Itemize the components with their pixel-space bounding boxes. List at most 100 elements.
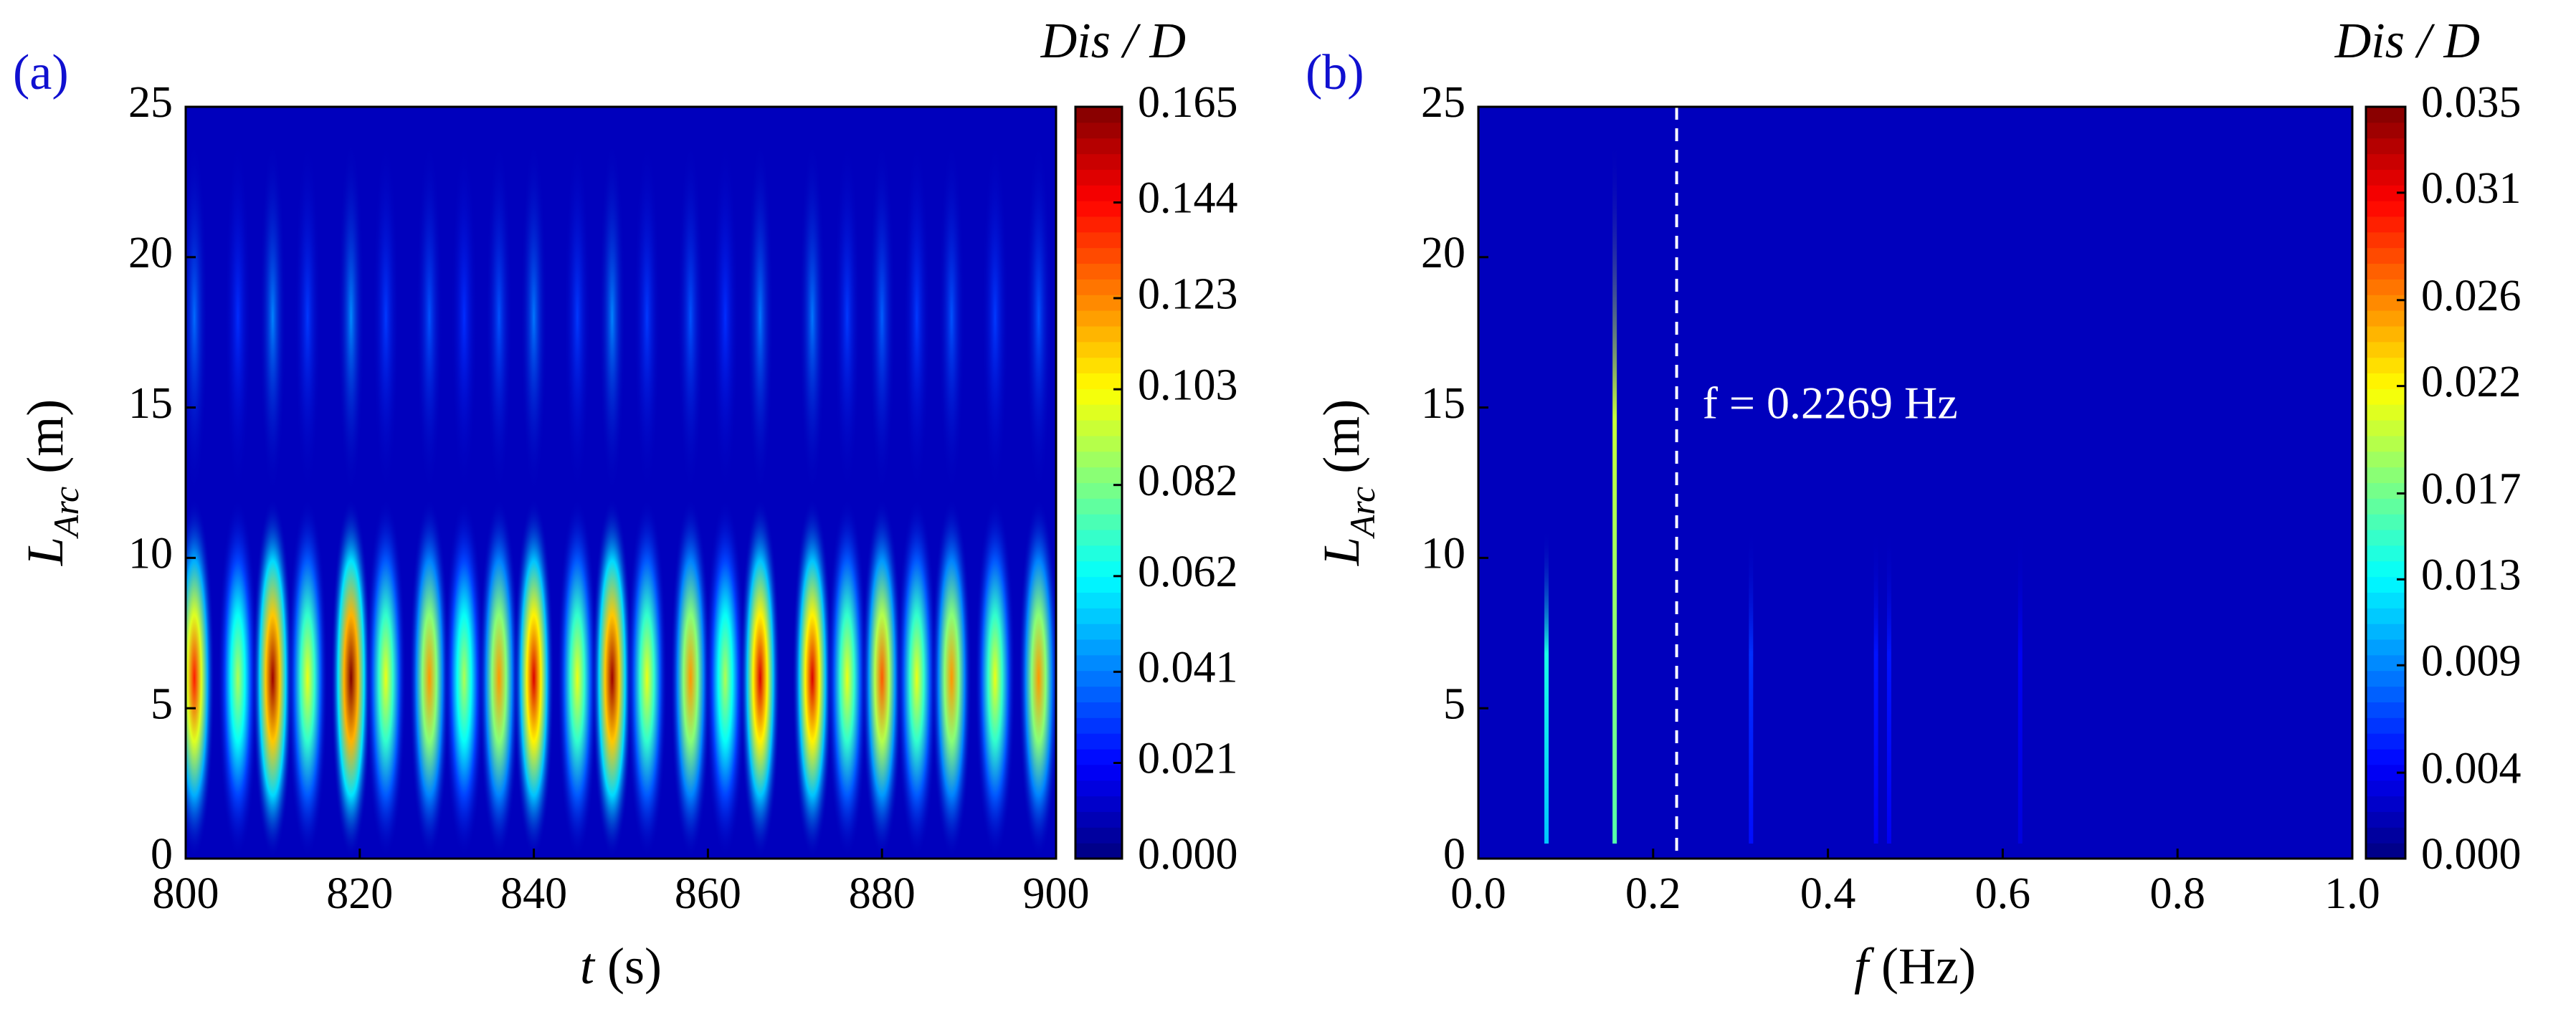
colorbar-step xyxy=(1075,357,1122,374)
x-tick-label: 1.0 xyxy=(2324,869,2380,918)
streak xyxy=(513,497,554,859)
streak xyxy=(331,497,371,859)
colorbar-step xyxy=(1075,122,1122,139)
colorbar-step xyxy=(1075,404,1122,421)
streak-upper xyxy=(834,136,860,498)
plot-frame xyxy=(1477,105,2354,860)
colorbar-step xyxy=(2366,624,2405,640)
colorbar-step xyxy=(1075,341,1122,358)
colorbar-step xyxy=(1075,796,1122,812)
streak-upper xyxy=(564,136,591,498)
colorbar-tick-label: 0.022 xyxy=(2421,358,2522,406)
colorbar-step xyxy=(2366,482,2405,499)
colorbar-step xyxy=(1075,185,1122,201)
spectral-line xyxy=(1544,527,1549,844)
colorbar-step xyxy=(1075,138,1122,155)
colorbar-step xyxy=(2366,686,2405,702)
y-label-unit: (m) xyxy=(1313,399,1370,487)
colorbar-step xyxy=(1075,811,1122,828)
colorbar-step xyxy=(1075,153,1122,170)
streak-upper xyxy=(485,136,513,498)
streak-upper xyxy=(294,136,321,498)
streak xyxy=(444,497,485,859)
colorbar-step xyxy=(2366,827,2405,844)
colorbar-step xyxy=(2366,341,2405,358)
colorbar-step xyxy=(1075,608,1122,624)
colorbar-step xyxy=(1075,216,1122,233)
y-label-sub: Arc xyxy=(46,487,86,539)
colorbar-step xyxy=(1075,295,1122,311)
streak-upper xyxy=(1025,136,1052,498)
colorbar-step xyxy=(2366,451,2405,468)
colorbar-step xyxy=(2366,545,2405,562)
y-tick-label: 20 xyxy=(128,229,173,277)
streak-upper xyxy=(260,136,286,498)
streak-upper xyxy=(938,136,965,498)
x-tick-label: 0.2 xyxy=(1625,869,1681,918)
x-tick-label: 800 xyxy=(153,869,219,918)
streak xyxy=(591,497,632,859)
colorbar-tick-label: 0.013 xyxy=(2421,551,2522,600)
colorbar-tick-label: 0.009 xyxy=(2421,636,2522,685)
colorbar-step xyxy=(1075,247,1122,264)
colorbar-step xyxy=(2366,169,2405,186)
x-axis-label: t (s) xyxy=(580,937,662,995)
colorbar-step xyxy=(1075,639,1122,656)
colorbar-step xyxy=(2366,216,2405,233)
colorbar-step xyxy=(2366,514,2405,530)
y-tick-label: 10 xyxy=(128,530,173,578)
colorbar-step xyxy=(2366,201,2405,217)
streak xyxy=(217,497,258,859)
x-label-unit: (s) xyxy=(594,937,662,995)
colorbar-step xyxy=(2366,764,2405,781)
colorbar-step xyxy=(2366,811,2405,828)
colorbar-step xyxy=(1075,388,1122,405)
y-axis-label: LArc (m) xyxy=(16,399,87,566)
colorbar-step xyxy=(1075,498,1122,515)
streak-upper xyxy=(451,136,477,498)
colorbar-step xyxy=(2366,310,2405,327)
streak-upper xyxy=(799,136,826,498)
colorbar-step xyxy=(2366,107,2405,123)
background xyxy=(1478,107,2352,859)
colorbar-step xyxy=(1075,624,1122,640)
x-tick-label: 0.8 xyxy=(2149,869,2205,918)
annotation: f = 0.2269 Hz xyxy=(1703,377,1958,428)
colorbar-step xyxy=(1075,279,1122,295)
y-tick-label: 5 xyxy=(1443,679,1465,728)
streak xyxy=(740,497,781,859)
streak-upper xyxy=(373,136,399,498)
colorbar-step xyxy=(2366,295,2405,311)
x-tick-label: 880 xyxy=(849,869,916,918)
colorbar-step xyxy=(2366,576,2405,593)
colorbar-step xyxy=(2366,404,2405,421)
spectral-line xyxy=(1873,527,1878,844)
streak xyxy=(862,497,903,859)
panel-label: (a) xyxy=(13,45,69,100)
colorbar-step xyxy=(2366,467,2405,483)
colorbar-tick-label: 0.021 xyxy=(1138,735,1238,783)
colorbar-step xyxy=(2366,749,2405,765)
colorbar-step xyxy=(1075,467,1122,483)
colorbar-step xyxy=(1075,560,1122,578)
colorbar-step xyxy=(1075,749,1122,765)
colorbar-tick-label: 0.017 xyxy=(2421,465,2522,514)
colorbar-tick-label: 0.123 xyxy=(1138,269,1238,318)
colorbar-step xyxy=(2366,717,2405,734)
panel-label: (b) xyxy=(1306,45,1364,100)
colorbar-tick-label: 0.062 xyxy=(1138,548,1238,596)
colorbar-step xyxy=(2366,388,2405,405)
colorbar-step xyxy=(1075,310,1122,327)
streak xyxy=(186,497,215,859)
colorbar-tick-label: 0.144 xyxy=(1138,174,1238,223)
streak xyxy=(409,497,450,859)
colorbar-step xyxy=(2366,530,2405,546)
colorbar-step xyxy=(1075,530,1122,546)
streak-upper xyxy=(416,136,443,498)
colorbar-step xyxy=(2366,357,2405,374)
colorbar-step xyxy=(1075,420,1122,436)
colorbar-step xyxy=(2366,498,2405,515)
streak-upper xyxy=(521,136,547,498)
streak-upper xyxy=(982,136,1009,498)
